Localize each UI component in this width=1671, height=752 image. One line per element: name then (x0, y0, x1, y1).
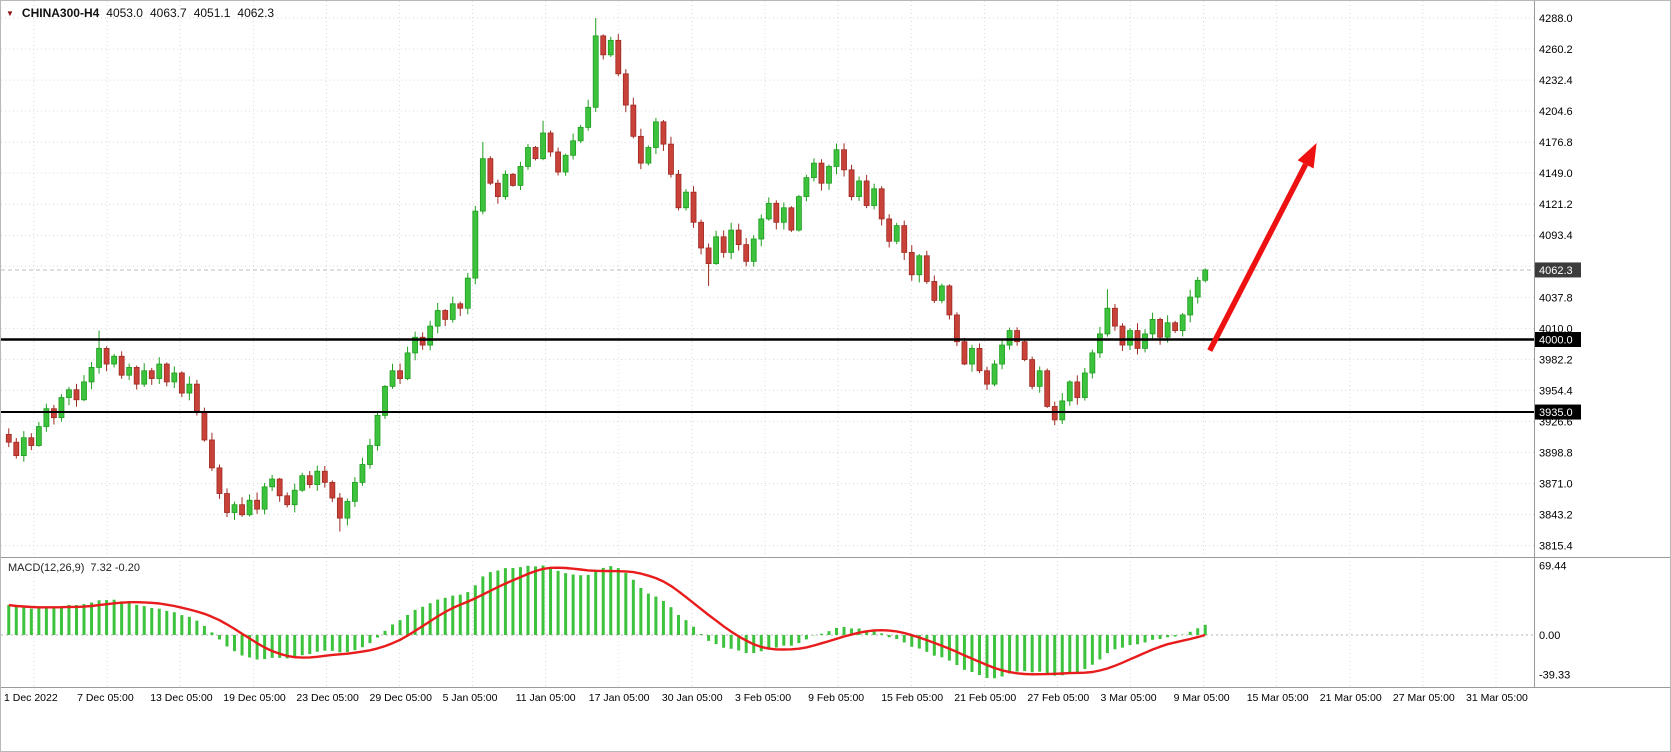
time-tick-label: 13 Dec 05:00 (150, 692, 213, 704)
time-axis-labels: 1 Dec 2022 7 Dec 05:00 13 Dec 05:00 19 Dec … (4, 692, 1528, 704)
price-tick-label: 4288.0 (1539, 13, 1573, 25)
time-tick-label: 17 Jan 05:00 (589, 692, 650, 704)
macd-tick-label: -39.33 (1539, 669, 1570, 681)
ohlc-close-value: 4062.3 (237, 6, 275, 20)
symbol-timeframe-label: CHINA300-H4 (21, 6, 100, 20)
time-tick-label: 3 Feb 05:00 (735, 692, 791, 704)
price-tick-label: 4176.8 (1539, 137, 1573, 149)
price-tick-label: 4260.2 (1539, 44, 1573, 56)
level-price-tag (1535, 331, 1581, 347)
price-tick-label: 3815.4 (1539, 541, 1573, 553)
time-tick-label: 27 Mar 05:00 (1393, 692, 1455, 704)
time-tick-label: 5 Jan 05:00 (443, 692, 498, 704)
price-tick-label: 4121.2 (1539, 199, 1573, 211)
macd-signal-line (8, 566, 1206, 676)
current-price-tag-label: 4062.3 (1539, 265, 1573, 277)
price-tick-label: 3898.8 (1539, 447, 1573, 459)
time-tick-label: 9 Feb 05:00 (808, 692, 864, 704)
macd-tick-label: 0.00 (1539, 630, 1560, 642)
time-tick-label: 21 Feb 05:00 (954, 692, 1016, 704)
price-axis-labels: 4288.0 4260.2 4232.4 4204.6 4176.8 4149.0 4121… (1539, 13, 1573, 553)
time-tick-label: 31 Mar 05:00 (1466, 692, 1528, 704)
ohlc-low-value: 4051.1 (193, 6, 231, 20)
macd-panel: 69.44 0.00 -39.33 (1, 561, 1570, 681)
time-tick-label: 15 Mar 05:00 (1247, 692, 1309, 704)
time-tick-label: 29 Dec 05:00 (370, 692, 433, 704)
symbol-dropdown-icon[interactable]: ▼ (6, 8, 14, 18)
level-price-tag-label: 3935.0 (1539, 407, 1573, 419)
trend-arrow[interactable] (1207, 143, 1317, 352)
time-tick-label: 1 Dec 2022 (4, 692, 58, 704)
time-tick-label: 7 Dec 05:00 (77, 692, 134, 704)
ohlc-high-value: 4063.7 (149, 6, 187, 20)
price-tick-label: 3982.2 (1539, 354, 1573, 366)
time-tick-label: 3 Mar 05:00 (1101, 692, 1157, 704)
price-tick-label: 3954.4 (1539, 385, 1573, 397)
time-tick-label: 21 Mar 05:00 (1320, 692, 1382, 704)
time-tick-label: 23 Dec 05:00 (296, 692, 359, 704)
macd-indicator-name: MACD(12,26,9) (8, 562, 85, 574)
current-price-tag (1535, 262, 1581, 278)
price-tick-label: 4149.0 (1539, 168, 1573, 180)
macd-indicator-label: MACD(12,26,9) 7.32 -0.20 (8, 562, 140, 574)
macd-indicator-values: 7.32 -0.20 (90, 562, 140, 574)
time-tick-label: 19 Dec 05:00 (223, 692, 286, 704)
time-tick-label: 27 Feb 05:00 (1027, 692, 1089, 704)
time-tick-label: 11 Jan 05:00 (516, 692, 576, 704)
time-tick-label: 15 Feb 05:00 (881, 692, 943, 704)
candlestick-series (5, 18, 1209, 532)
grid-layer (1, 1, 1534, 688)
time-tick-label: 9 Mar 05:00 (1174, 692, 1230, 704)
ohlc-open-value: 4053.0 (106, 6, 143, 20)
level-price-tag-label: 4000.0 (1539, 334, 1573, 346)
price-tick-label: 4037.8 (1539, 292, 1573, 304)
price-tick-label: 4232.4 (1539, 75, 1573, 87)
price-tick-label: 3871.0 (1539, 478, 1573, 490)
price-tick-label: 3843.2 (1539, 510, 1573, 522)
level-price-tag (1535, 404, 1581, 420)
chart-header: ▼ CHINA300-H4 4053.0 4063.7 4051.1 4062.… (6, 6, 274, 20)
price-tick-label: 4093.4 (1539, 230, 1573, 242)
price-tick-label: 4204.6 (1539, 106, 1573, 118)
macd-tick-label: 69.44 (1539, 561, 1567, 573)
time-tick-label: 30 Jan 05:00 (662, 692, 723, 704)
